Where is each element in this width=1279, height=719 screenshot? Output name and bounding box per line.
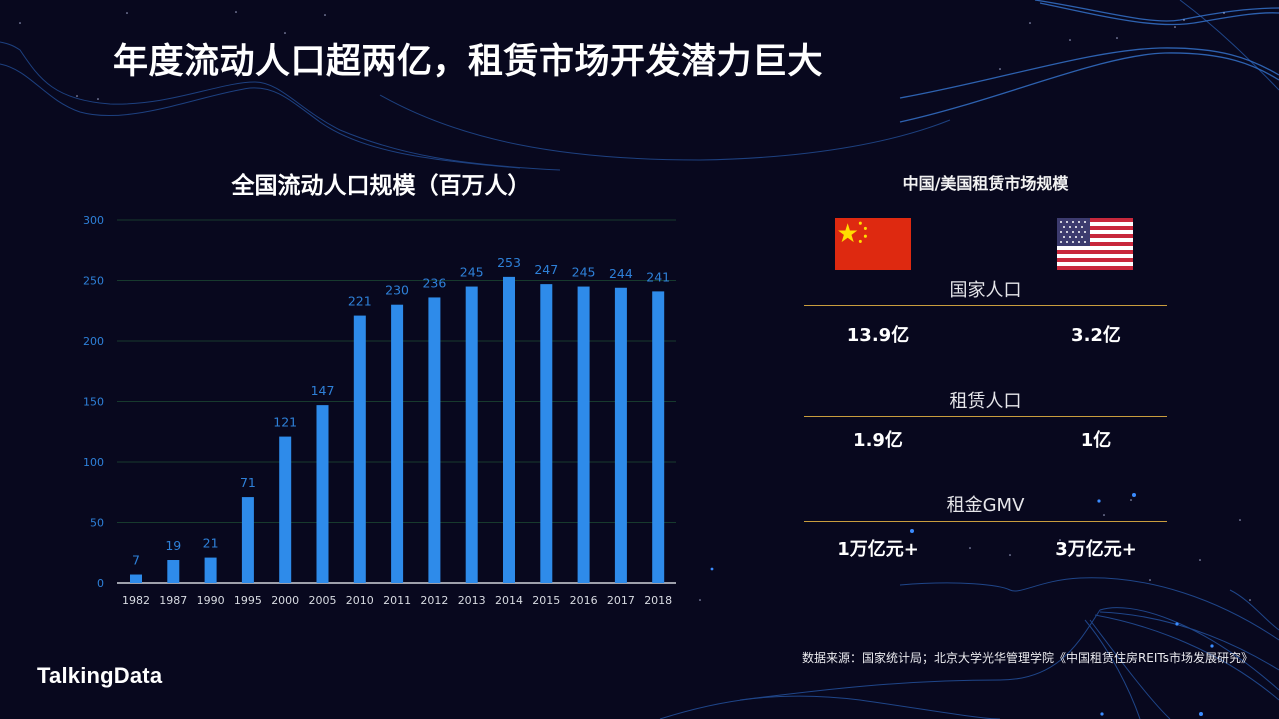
talkingdata-logo: TalkingData	[37, 663, 163, 688]
bar-2000	[279, 436, 292, 583]
x-axis-tick-label: 2012	[420, 594, 448, 607]
y-axis-tick-label: 0	[97, 577, 104, 590]
china-population-value: 13.9亿	[846, 325, 910, 346]
bar-value-label: 245	[572, 265, 596, 280]
bar-value-label: 253	[497, 255, 521, 270]
bar-value-label: 230	[385, 283, 409, 298]
y-axis-tick-label: 150	[83, 396, 104, 409]
bar-value-label: 121	[273, 415, 297, 430]
x-axis-tick-label: 2010	[346, 594, 374, 607]
bar-value-label: 19	[165, 538, 181, 553]
y-axis-tick-label: 200	[83, 335, 104, 348]
bar-1987	[167, 560, 180, 583]
bar-value-label: 244	[609, 266, 633, 281]
china-rent-gmv-value: 1万亿元+	[837, 539, 919, 560]
slide-title: 年度流动人口超两亿，租赁市场开发潜力巨大	[113, 42, 824, 82]
metric-divider	[804, 416, 1167, 417]
metric-label-rental-population: 租赁人口	[949, 391, 1022, 412]
us-flag-icon	[1057, 218, 1133, 270]
us-rent-gmv-value: 3万亿元+	[1055, 539, 1137, 560]
x-axis-tick-label: 1990	[197, 594, 225, 607]
bar-1982	[130, 574, 142, 583]
x-axis-tick-label: 2013	[458, 594, 486, 607]
x-axis-tick-label: 2018	[644, 594, 672, 607]
bar-2014	[503, 276, 515, 583]
bar-2016	[577, 286, 590, 583]
y-axis-tick-label: 50	[90, 517, 104, 530]
y-axis-tick-label: 300	[83, 214, 104, 227]
china-flag-icon	[835, 218, 911, 270]
x-axis-tick-label: 2017	[607, 594, 635, 607]
x-axis-tick-label: 2000	[271, 594, 299, 607]
bar-value-label: 71	[240, 475, 256, 490]
bar-value-label: 221	[348, 294, 372, 309]
bar-value-label: 236	[422, 275, 446, 290]
bar-2010	[353, 315, 366, 583]
bar-value-label: 21	[203, 536, 219, 551]
x-axis-tick-label: 1995	[234, 594, 262, 607]
bar-value-label: 247	[534, 262, 558, 277]
y-axis-tick-label: 250	[83, 275, 104, 288]
bar-2013	[465, 286, 478, 583]
metric-divider	[804, 521, 1167, 522]
bar-2005	[316, 405, 329, 583]
x-axis-tick-label: 1982	[122, 594, 150, 607]
bar-2011	[391, 304, 404, 583]
x-axis-tick-label: 2016	[570, 594, 598, 607]
x-axis-tick-label: 2005	[309, 594, 337, 607]
bar-1990	[204, 557, 217, 583]
us-rental-population-value: 1亿	[1080, 430, 1112, 451]
bar-value-label: 147	[311, 383, 335, 398]
metric-label-population: 国家人口	[949, 280, 1022, 301]
bar-2018	[652, 291, 665, 583]
chart-title: 全国流动人口规模（百万人）	[231, 173, 531, 199]
bar-2017	[614, 287, 627, 583]
bar-value-label: 7	[132, 553, 140, 568]
china-rental-population-value: 1.9亿	[853, 430, 903, 451]
bar-value-label: 245	[460, 265, 484, 280]
x-axis-tick-label: 2015	[532, 594, 560, 607]
bar-2015	[540, 284, 553, 583]
bar-value-label: 241	[646, 269, 670, 284]
x-axis-tick-label: 1987	[159, 594, 187, 607]
bar-chart: 0 50 100 150 200 250 300 7 1982 19 1987 21 1990 71 199…	[83, 214, 676, 607]
x-axis-tick-label: 2014	[495, 594, 523, 607]
y-axis-tick-label: 100	[83, 456, 104, 469]
us-population-value: 3.2亿	[1071, 325, 1121, 346]
bar-1995	[241, 497, 254, 583]
metric-divider	[804, 305, 1167, 306]
comparison-title: 中国/美国租赁市场规模	[902, 174, 1069, 193]
metric-label-rent-gmv: 租金GMV	[946, 495, 1025, 516]
x-axis-tick-label: 2011	[383, 594, 411, 607]
bar-2012	[428, 297, 441, 583]
data-source-note: 数据来源：国家统计局；北京大学光华管理学院《中国租赁住房REITs市场发展研究》	[801, 651, 1253, 665]
